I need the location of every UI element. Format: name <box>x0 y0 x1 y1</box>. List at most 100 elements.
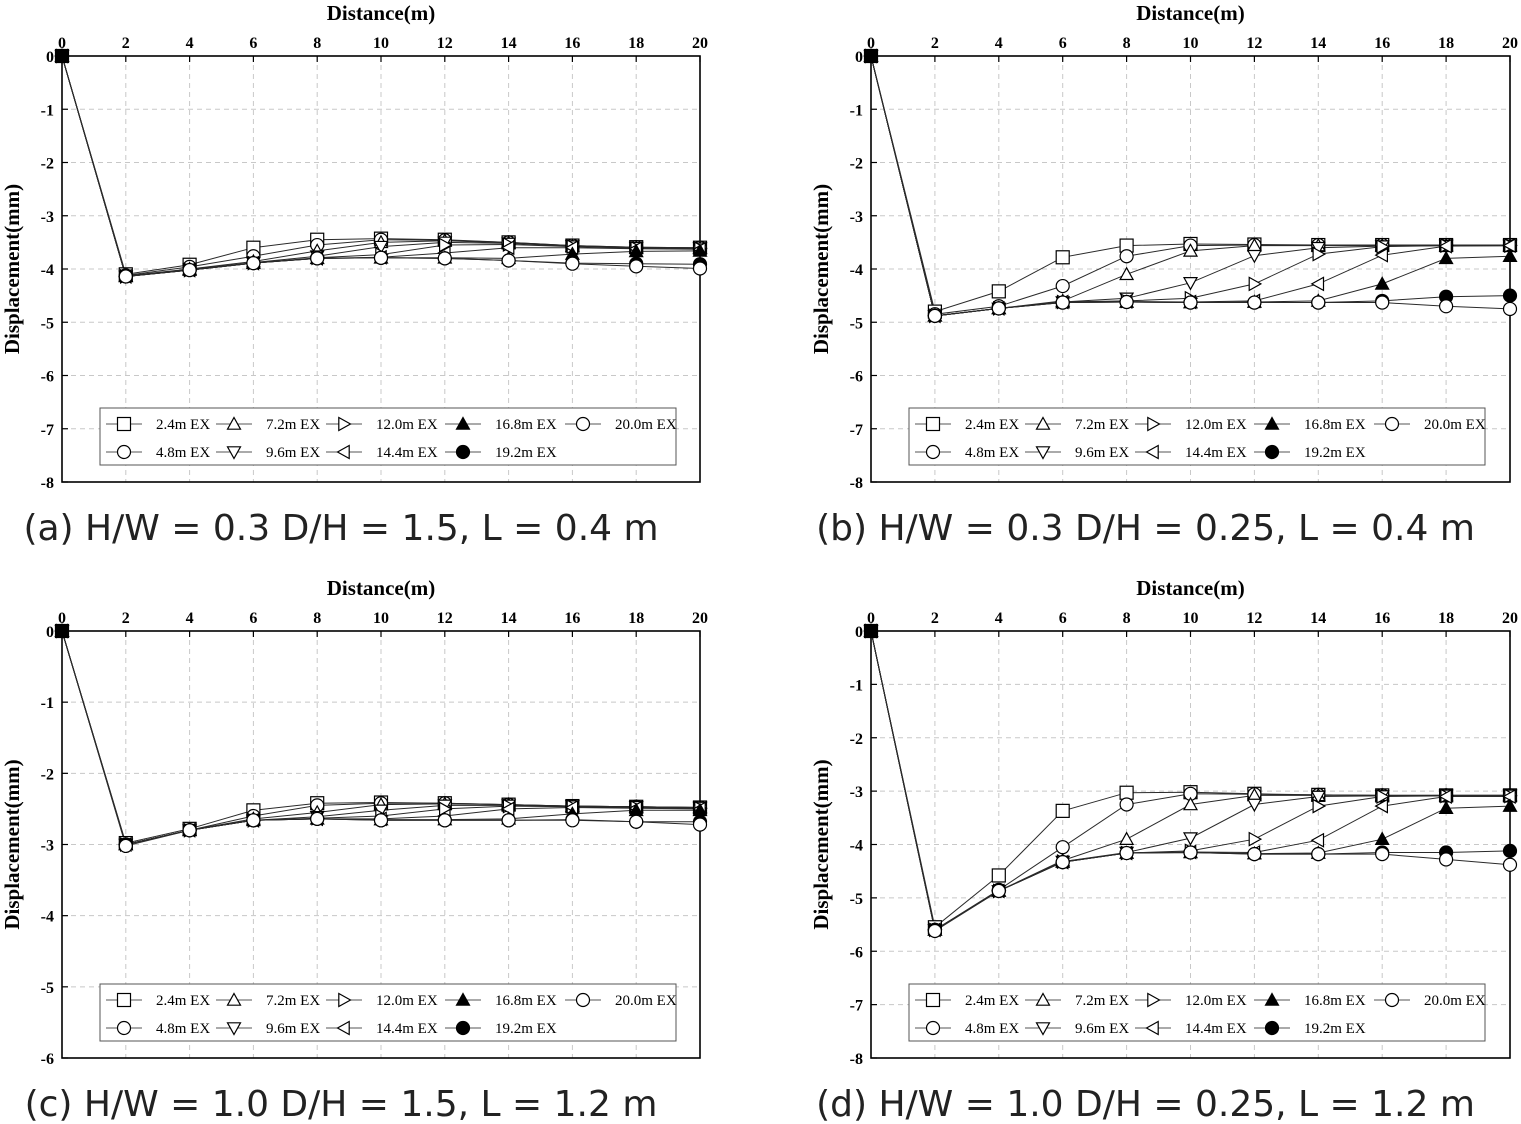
x-tick-label: 20 <box>692 35 708 52</box>
x-tick-label: 18 <box>628 610 644 627</box>
legend-label: 7.2m EX <box>1075 417 1129 433</box>
y-tick-label: -3 <box>850 209 863 226</box>
legend-label: 12.0m EX <box>1185 417 1247 433</box>
x-tick-label: 12 <box>437 610 453 627</box>
legend-item-20-0m-ex: 20.0m EX <box>565 416 677 433</box>
legend-item-12-0m-ex: 12.0m EX <box>1135 416 1247 433</box>
legend-marker <box>226 1022 242 1036</box>
x-tick-label: 0 <box>58 35 66 52</box>
legend-item-19-2m-ex: 19.2m EX <box>445 444 557 461</box>
data-point-7-2m-ex <box>1182 243 1199 257</box>
x-tick-label: 20 <box>1502 610 1518 627</box>
legend-item-14-4m-ex: 14.4m EX <box>1135 1020 1247 1037</box>
data-point-20-0m-ex <box>501 253 516 268</box>
legend-label: 2.4m EX <box>965 417 1019 433</box>
data-point-12-0m-ex <box>1376 788 1390 804</box>
y-tick-label: -1 <box>850 677 863 694</box>
data-point-20-0m-ex <box>1183 295 1198 310</box>
legend-label: 9.6m EX <box>266 1021 320 1037</box>
data-point-16-8m-ex <box>1438 250 1454 265</box>
legend-item-9-6m-ex: 9.6m EX <box>1025 445 1129 461</box>
data-point-16-8m-ex <box>692 243 708 257</box>
legend-box <box>908 407 1486 466</box>
legend-marker <box>455 416 471 430</box>
y-tick-label: -3 <box>41 838 54 855</box>
data-point-20-0m-ex <box>692 261 708 276</box>
data-point-20-0m-ex <box>373 813 389 828</box>
legend-label: 12.0m EX <box>376 993 438 1009</box>
legend-label: 20.0m EX <box>1424 417 1486 433</box>
legend-label: 14.4m EX <box>376 445 438 461</box>
x-tick-label: 12 <box>1246 35 1262 52</box>
y-tick-label: -2 <box>850 731 863 748</box>
y-tick-label: -7 <box>41 422 54 439</box>
legend-item-20-0m-ex: 20.0m EX <box>1374 992 1486 1009</box>
x-tick-label: 4 <box>995 35 1003 52</box>
legend-marker <box>575 416 591 432</box>
x-tick-label: 10 <box>373 610 389 627</box>
legend-item-12-0m-ex: 12.0m EX <box>1135 992 1247 1009</box>
data-point-7-2m-ex <box>1119 266 1135 281</box>
chart-panel-3: 0 2 4 6 8 10 12 14 16 18 20 0 -1 -2 -3 -4 -5 -6 Distance(m… <box>0 576 708 1124</box>
legend-item-12-0m-ex: 12.0m EX <box>326 992 438 1009</box>
origin-point <box>864 624 878 638</box>
x-tick-label: 2 <box>122 610 130 627</box>
data-point-9-6m-ex <box>1310 790 1326 805</box>
legend-item-9-6m-ex: 9.6m EX <box>1025 1021 1129 1037</box>
data-point-20-0m-ex <box>310 251 325 266</box>
panel-caption: (d) H/W = 1.0 D/H = 0.25, L = 1.2 m <box>816 1084 1475 1124</box>
legend-marker <box>1145 1020 1159 1036</box>
data-point-20-0m-ex <box>373 250 389 265</box>
data-point-20-0m-ex <box>437 813 452 828</box>
x-tick-label: 10 <box>1183 35 1199 52</box>
legend-label: 20.0m EX <box>615 993 677 1009</box>
data-point-20-0m-ex <box>1311 295 1326 310</box>
data-point-2-4m-ex <box>1119 785 1134 800</box>
y-tick-label: -6 <box>850 944 863 961</box>
legend-label: 9.6m EX <box>266 445 320 461</box>
data-point-14-4m-ex <box>500 240 515 256</box>
x-tick-label: 16 <box>1374 610 1390 627</box>
y-axis-title: Displacement(mm) <box>809 759 833 929</box>
x-axis-title: Distance(m) <box>327 1 435 25</box>
x-tick-label: 6 <box>249 35 257 52</box>
legend-marker <box>116 992 132 1008</box>
legend-item-19-2m-ex: 19.2m EX <box>1254 1020 1366 1037</box>
x-tick-label: 4 <box>186 610 194 627</box>
data-point-14-4m-ex <box>1438 788 1452 804</box>
data-point-12-0m-ex <box>1248 831 1263 847</box>
y-tick-label: -1 <box>850 102 863 119</box>
x-tick-label: 4 <box>995 610 1003 627</box>
panel-caption: (b) H/W = 0.3 D/H = 0.25, L = 0.4 m <box>816 508 1475 549</box>
data-point-2-4m-ex <box>1055 250 1070 265</box>
data-point-20-0m-ex <box>991 883 1006 899</box>
x-tick-label: 8 <box>1123 35 1131 52</box>
data-point-9-6m-ex <box>1246 249 1262 264</box>
y-tick-label: 0 <box>46 624 54 641</box>
legend-marker <box>226 416 242 430</box>
legend-label: 7.2m EX <box>1075 993 1129 1009</box>
data-point-9-6m-ex <box>1246 798 1262 813</box>
legend: 2.4m EX 4.8m EX 7.2m EX 9.6m EX 12.0m EX 14.4… <box>99 983 677 1042</box>
origin-point <box>864 49 878 63</box>
legend-marker <box>336 1020 350 1036</box>
legend-item-16-8m-ex: 16.8m EX <box>1254 992 1366 1009</box>
data-point-16-8m-ex <box>1374 831 1390 845</box>
x-tick-label: 12 <box>437 35 453 52</box>
x-tick-label: 0 <box>867 35 875 52</box>
data-point-20-0m-ex <box>182 262 197 278</box>
legend-label: 20.0m EX <box>615 417 677 433</box>
data-point-7-2m-ex <box>1182 796 1199 811</box>
y-tick-label: -2 <box>850 156 863 173</box>
x-tick-label: 12 <box>1246 610 1262 627</box>
x-tick-label: 0 <box>58 610 66 627</box>
legend-item-4-8m-ex: 4.8m EX <box>915 444 1019 461</box>
legend-item-4-8m-ex: 4.8m EX <box>106 1020 210 1037</box>
legend-box <box>99 983 677 1042</box>
y-tick-label: -2 <box>41 766 54 783</box>
legend-item-4-8m-ex: 4.8m EX <box>106 444 210 461</box>
legend-label: 19.2m EX <box>495 1021 557 1037</box>
x-tick-label: 16 <box>1374 35 1390 52</box>
data-point-14-4m-ex <box>500 801 515 817</box>
